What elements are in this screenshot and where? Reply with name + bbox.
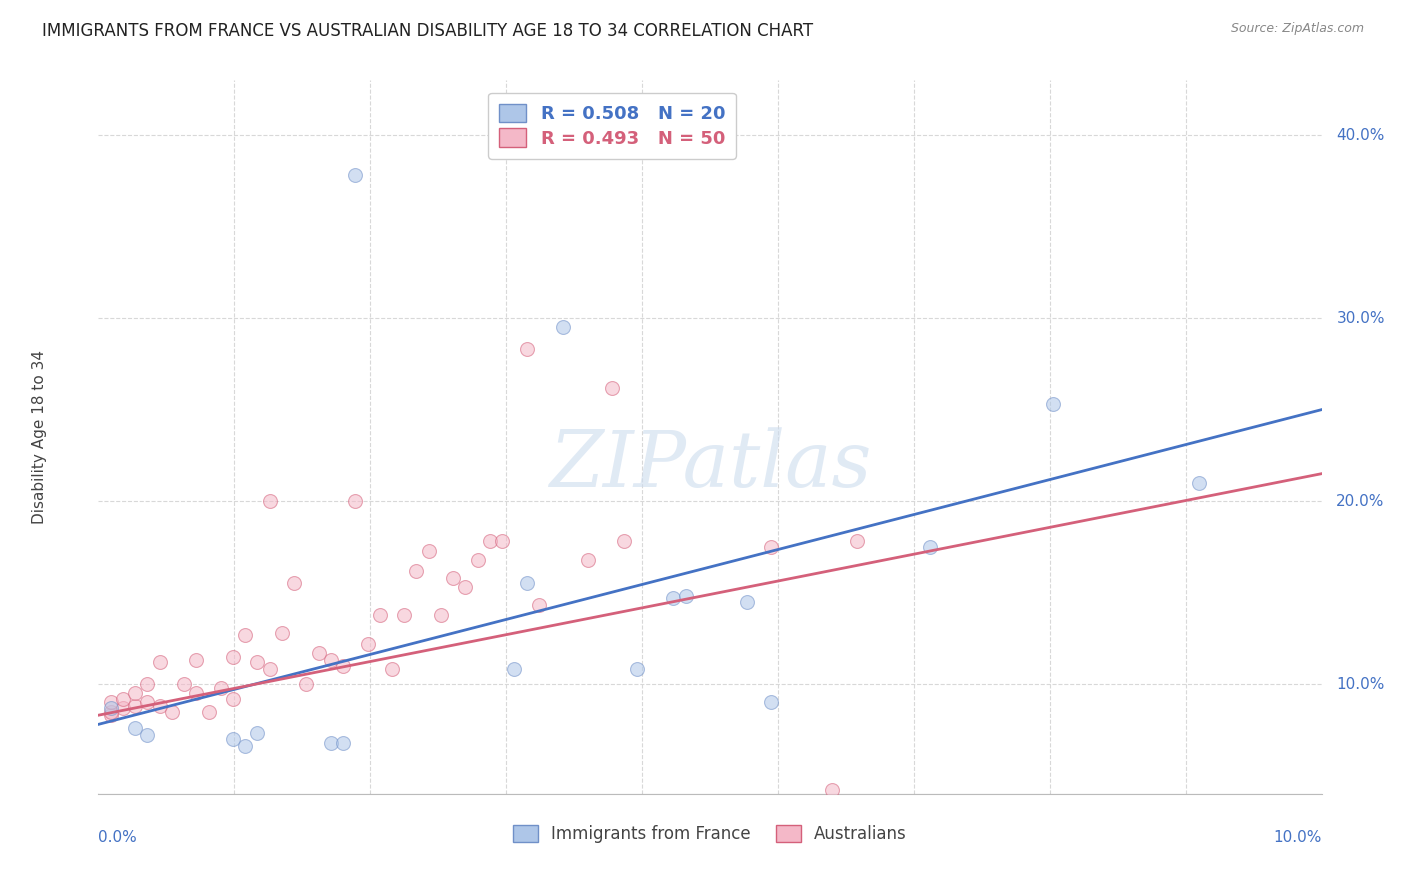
Text: 40.0%: 40.0% xyxy=(1336,128,1385,143)
Point xyxy=(222,691,245,706)
Text: 30.0%: 30.0% xyxy=(1336,310,1385,326)
Point xyxy=(270,625,292,640)
Point xyxy=(149,655,172,669)
Point xyxy=(233,739,256,754)
Point xyxy=(441,571,464,585)
Point xyxy=(111,701,134,715)
Legend: Immigrants from France, Australians: Immigrants from France, Australians xyxy=(506,818,914,850)
Point xyxy=(600,381,623,395)
Point xyxy=(186,653,208,667)
Text: Source: ZipAtlas.com: Source: ZipAtlas.com xyxy=(1230,22,1364,36)
Point xyxy=(430,607,453,622)
Point xyxy=(675,589,697,603)
Point xyxy=(136,695,159,709)
Point xyxy=(136,677,159,691)
Point xyxy=(136,728,159,742)
Point xyxy=(100,695,122,709)
Text: 20.0%: 20.0% xyxy=(1336,493,1385,508)
Point xyxy=(124,699,146,714)
Point xyxy=(259,663,281,677)
Point xyxy=(319,653,342,667)
Point xyxy=(209,681,232,695)
Point xyxy=(467,552,489,566)
Point xyxy=(222,731,245,746)
Text: ZIPatlas: ZIPatlas xyxy=(548,427,872,504)
Point xyxy=(100,708,122,723)
Point xyxy=(920,540,942,554)
Point xyxy=(613,534,636,549)
Point xyxy=(1188,475,1211,490)
Text: Disability Age 18 to 34: Disability Age 18 to 34 xyxy=(32,350,48,524)
Point xyxy=(111,691,134,706)
Point xyxy=(454,580,477,594)
Point xyxy=(283,576,305,591)
Point xyxy=(381,663,404,677)
Point xyxy=(197,705,219,719)
Point xyxy=(344,494,367,508)
Point xyxy=(344,169,367,183)
Point xyxy=(516,576,538,591)
Point xyxy=(308,646,330,660)
Point xyxy=(233,628,256,642)
Point xyxy=(100,705,122,719)
Point xyxy=(1042,397,1064,411)
Point xyxy=(759,540,782,554)
Point xyxy=(173,677,195,691)
Point xyxy=(418,543,440,558)
Point xyxy=(332,658,354,673)
Point xyxy=(392,607,416,622)
Point xyxy=(186,686,208,700)
Point xyxy=(100,701,122,715)
Point xyxy=(160,705,183,719)
Point xyxy=(295,677,318,691)
Point xyxy=(259,494,281,508)
Point xyxy=(319,736,342,750)
Point xyxy=(845,534,868,549)
Point xyxy=(222,649,245,664)
Point xyxy=(626,663,648,677)
Point xyxy=(527,599,550,613)
Point xyxy=(516,343,538,357)
Point xyxy=(332,736,354,750)
Point xyxy=(759,695,782,709)
Point xyxy=(491,534,513,549)
Point xyxy=(149,699,172,714)
Point xyxy=(553,320,575,334)
Point xyxy=(124,721,146,735)
Point xyxy=(368,607,391,622)
Text: 0.0%: 0.0% xyxy=(98,830,138,845)
Text: 10.0%: 10.0% xyxy=(1274,830,1322,845)
Point xyxy=(478,534,501,549)
Point xyxy=(246,655,269,669)
Point xyxy=(821,783,844,797)
Point xyxy=(405,564,427,578)
Point xyxy=(576,552,599,566)
Point xyxy=(735,595,758,609)
Point xyxy=(356,637,378,651)
Text: 10.0%: 10.0% xyxy=(1336,677,1385,691)
Point xyxy=(503,663,526,677)
Point xyxy=(246,726,269,740)
Point xyxy=(662,591,685,606)
Text: IMMIGRANTS FROM FRANCE VS AUSTRALIAN DISABILITY AGE 18 TO 34 CORRELATION CHART: IMMIGRANTS FROM FRANCE VS AUSTRALIAN DIS… xyxy=(42,22,813,40)
Point xyxy=(124,686,146,700)
